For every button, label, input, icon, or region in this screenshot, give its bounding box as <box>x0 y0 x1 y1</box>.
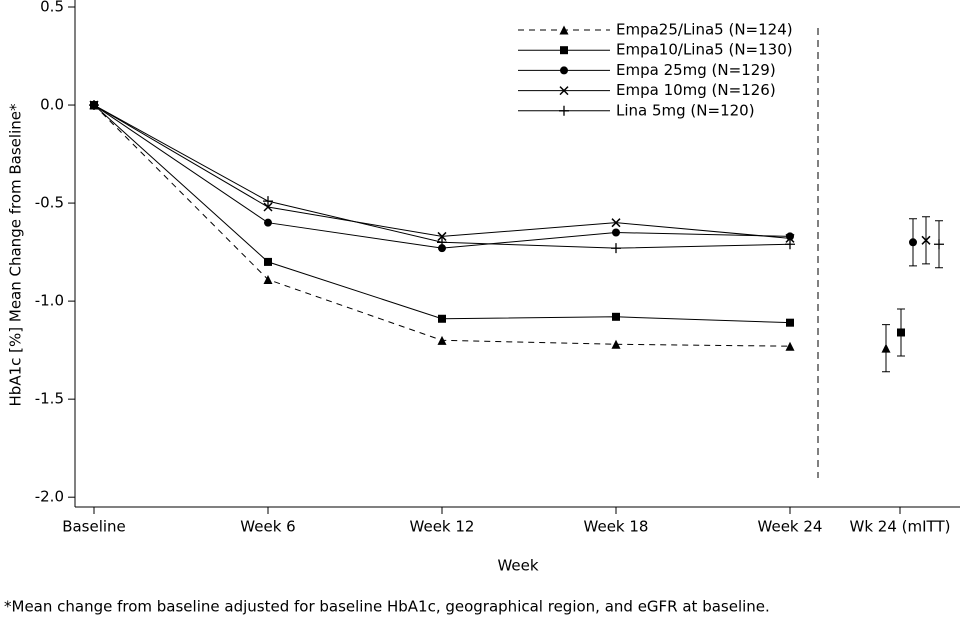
legend-marker <box>560 66 568 75</box>
series-line <box>93 104 791 239</box>
x-axis-label: Week <box>497 557 538 575</box>
x-tick-label: Week 12 <box>410 518 475 536</box>
legend-marker <box>559 86 569 96</box>
legend-marker <box>560 46 568 55</box>
marker <box>785 239 795 250</box>
series-line <box>93 104 791 249</box>
marker <box>612 228 620 237</box>
legend-label: Empa10/Lina5 (N=130) <box>616 41 793 59</box>
y-tick-label: -2.0 <box>35 488 64 506</box>
marker <box>264 257 272 266</box>
marker <box>263 196 273 207</box>
y-tick-label: -0.5 <box>35 194 64 212</box>
marker <box>264 218 272 227</box>
legend-marker <box>559 105 569 116</box>
marker <box>909 238 917 247</box>
marker <box>786 318 794 327</box>
marker <box>263 202 273 212</box>
x-tick-label: Wk 24 (mITT) <box>850 518 951 536</box>
legend-label: Empa 10mg (N=126) <box>616 81 776 99</box>
y-tick-label: 0.0 <box>40 96 64 114</box>
marker <box>611 243 621 254</box>
marker <box>897 328 905 337</box>
x-tick-label: Week 24 <box>758 518 823 536</box>
x-tick-label: Week 6 <box>240 518 295 536</box>
x-tick-label: Week 18 <box>584 518 649 536</box>
y-tick-label: -1.5 <box>35 390 64 408</box>
marker <box>611 218 621 228</box>
legend-marker <box>559 25 569 35</box>
legend-label: Lina 5mg (N=120) <box>616 101 755 119</box>
y-axis-label: HbA1c [%] Mean Change from Baseline* <box>7 103 25 406</box>
legend-label: Empa 25mg (N=129) <box>616 61 776 79</box>
marker <box>881 343 891 353</box>
marker <box>921 235 931 245</box>
y-tick-label: 0.5 <box>40 0 64 16</box>
footnote: *Mean change from baseline adjusted for … <box>4 598 770 616</box>
marker <box>438 314 446 323</box>
marker <box>263 275 273 285</box>
marker <box>612 312 620 321</box>
series-line <box>93 104 791 324</box>
series-line <box>93 104 791 347</box>
x-tick-label: Baseline <box>62 518 126 536</box>
marker <box>934 239 944 250</box>
marker <box>785 233 795 243</box>
y-tick-label: -1.0 <box>35 292 64 310</box>
marker <box>437 335 447 345</box>
marker <box>437 231 447 241</box>
marker <box>785 341 795 351</box>
marker <box>611 339 621 349</box>
marker <box>437 237 447 248</box>
legend-label: Empa25/Lina5 (N=124) <box>616 21 793 39</box>
marker <box>438 244 446 253</box>
series-line <box>93 104 791 249</box>
marker <box>89 100 99 111</box>
